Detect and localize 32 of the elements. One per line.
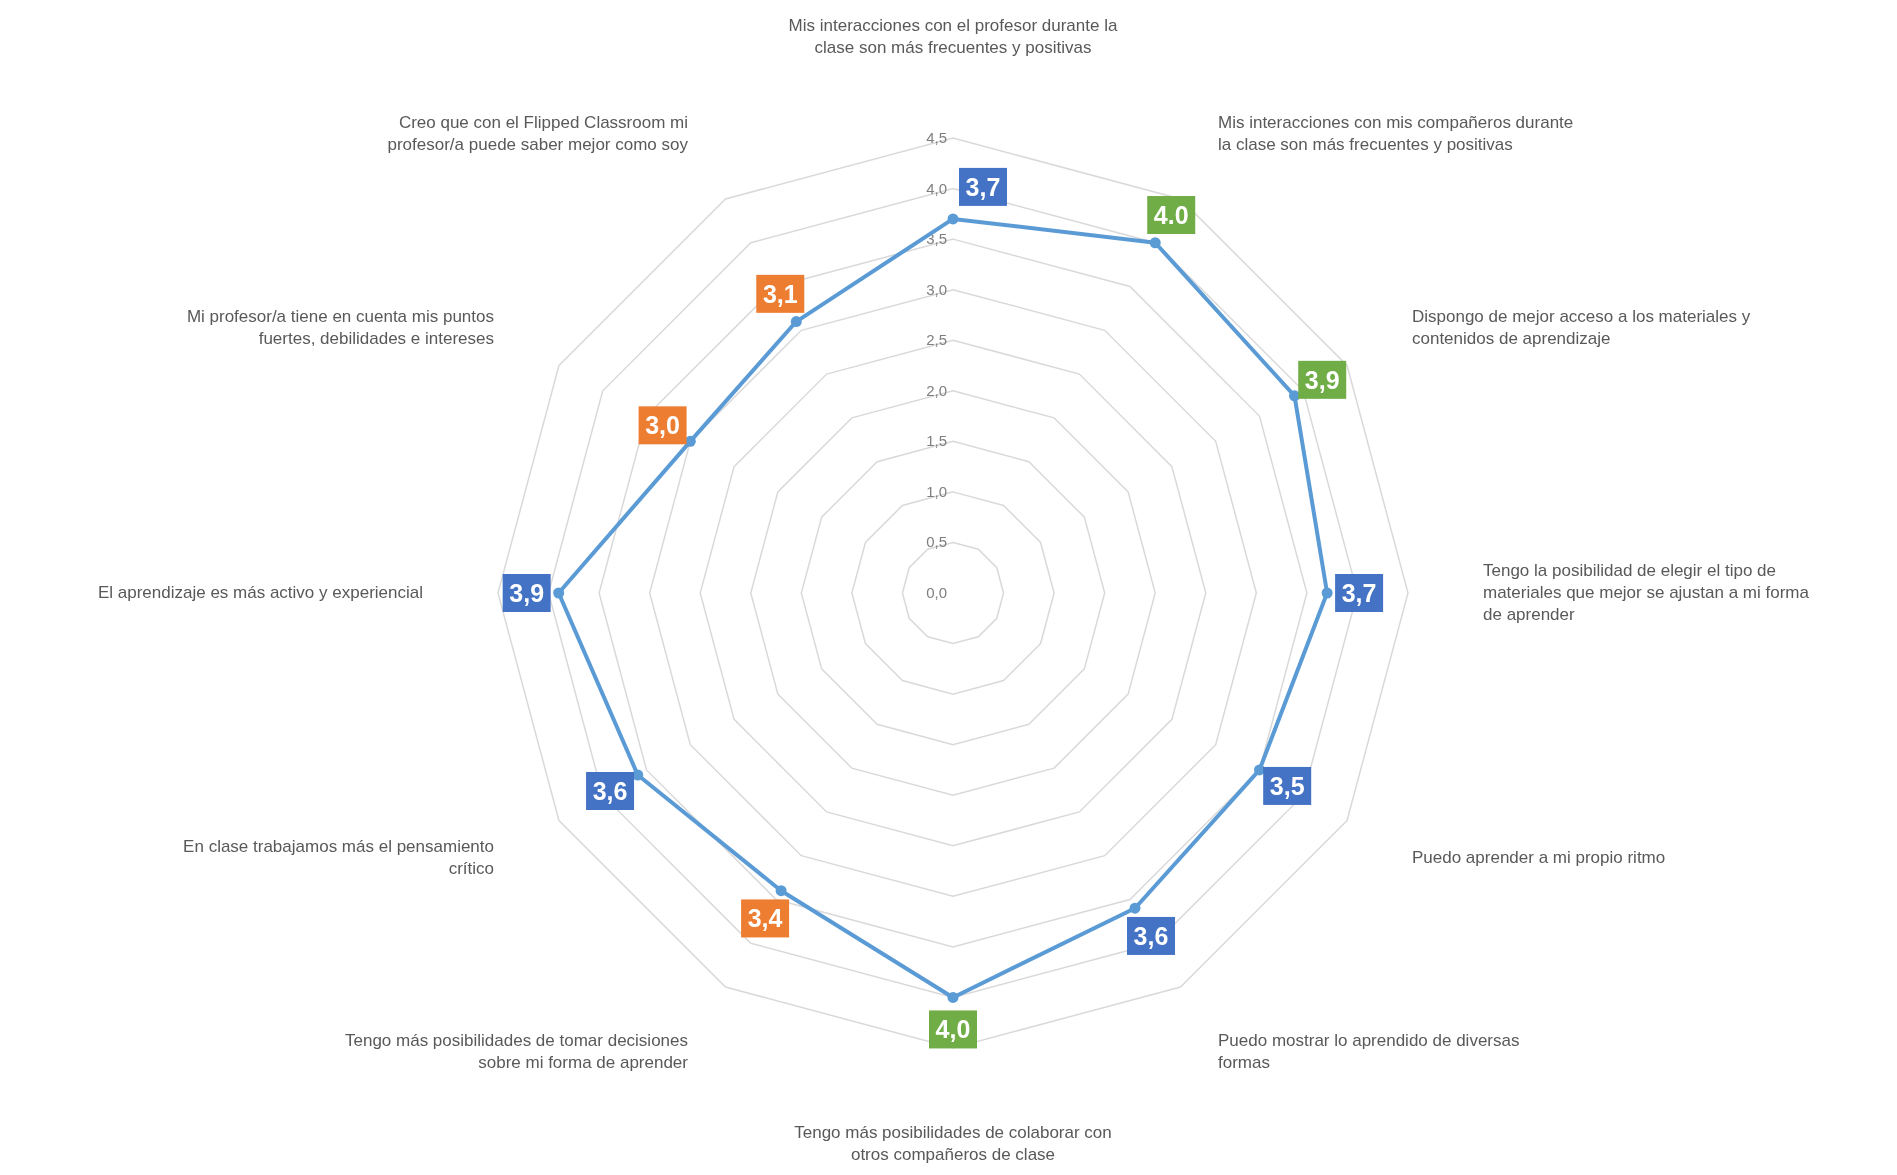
spoke-label: Mi profesor/a tiene en cuenta mis puntos fuertes, debilidades e intereses — [186, 307, 495, 348]
y-tick-label: 1,0 — [926, 482, 947, 500]
data-label: 3,7 — [965, 172, 1001, 201]
y-tick-label: 0,5 — [926, 533, 947, 551]
spoke-label: Mis interacciones con el profesor durante la clase son más frecuentes y positivas — [788, 16, 1118, 57]
y-tick-label: 4,5 — [926, 129, 947, 146]
spoke-label: El aprendizaje es más activo y experiencial — [97, 583, 423, 602]
y-tick-label: 3,0 — [926, 280, 947, 298]
data-label: 3,4 — [747, 904, 783, 933]
spoke-label: Tengo la posibilidad de elegir el tipo de materiales que mejor se ajustan a mi forma de aprender — [1483, 561, 1810, 624]
spoke-label: En clase trabajamos más el pensamiento crítico — [183, 837, 495, 878]
spoke-label: Dispongo de mejor acceso a los materiales y contenidos de aprendizaje — [1411, 307, 1751, 348]
data-label: 3,9 — [1304, 365, 1340, 394]
y-tick-label: 2,5 — [926, 331, 947, 349]
y-tick-label: 2,0 — [926, 381, 947, 399]
data-label: 3,9 — [509, 579, 545, 607]
data-label: 4.0 — [1153, 201, 1189, 230]
y-tick-label: 1,5 — [926, 432, 947, 450]
spoke-label: Tengo más posibilidades de colaborar con otros compañeros de clase — [794, 1123, 1112, 1164]
spoke-label: Puedo mostrar lo aprendido de diversas formas — [1218, 1030, 1520, 1072]
data-label: 3,7 — [1341, 579, 1377, 607]
y-tick-label: 4,0 — [926, 179, 947, 197]
spoke-label: Creo que con el Flipped Classroom mi profesor/a puede saber mejor como soy — [387, 113, 689, 155]
data-label: 3,1 — [762, 279, 798, 308]
spoke-label: Tengo más posibilidades de tomar decisiones sobre mi forma de aprender — [344, 1030, 689, 1072]
spoke-label: Puedo aprender a mi propio ritmo — [1411, 848, 1666, 867]
spoke-label: Mis interacciones con mis compañeros durante la clase son más frecuentes y positivas — [1218, 113, 1574, 155]
data-label: 3,0 — [645, 411, 680, 440]
data-label: 3,5 — [1269, 771, 1305, 800]
y-tick-label: 0,0 — [926, 584, 947, 601]
data-label: 3,6 — [592, 777, 628, 805]
data-label: 3,6 — [1133, 921, 1169, 950]
